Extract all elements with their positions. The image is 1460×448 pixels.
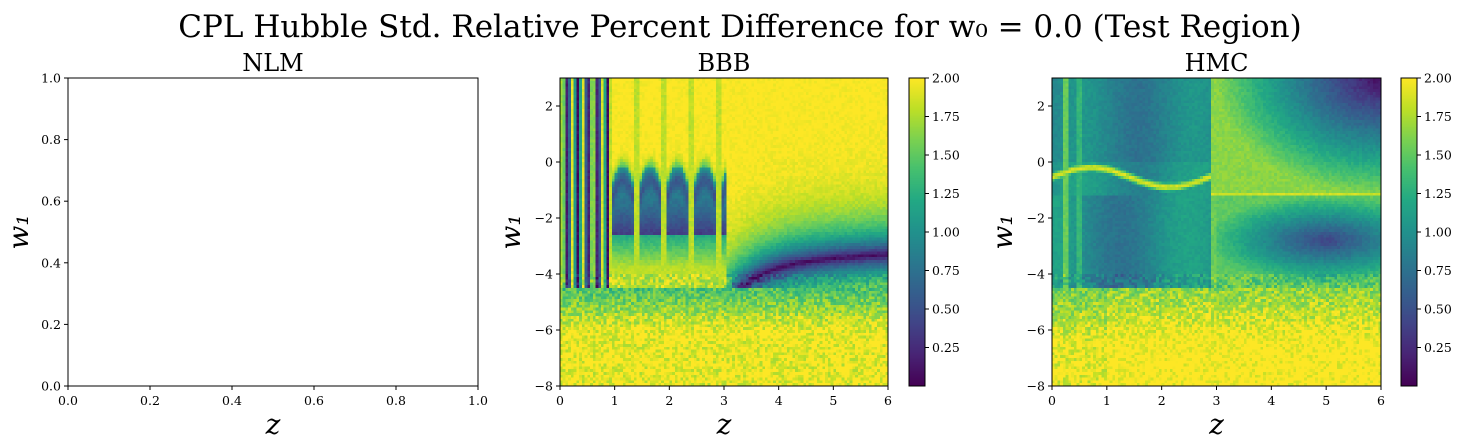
x-tick-label: 2 xyxy=(665,393,673,408)
y-tick-label: 2 xyxy=(545,99,553,114)
x-tick-label: 3 xyxy=(720,393,728,408)
x-tick-label: 1.0 xyxy=(468,393,488,408)
y-tick-label: −4 xyxy=(535,267,553,282)
y-tick-label: 2 xyxy=(1037,99,1045,114)
x-tick-label: 6 xyxy=(1377,393,1385,408)
y-tick-label: 0.0 xyxy=(41,379,61,394)
colorbar-tick-label: 0.75 xyxy=(932,263,960,278)
y-tick-label: −2 xyxy=(535,211,553,226)
figure-title: CPL Hubble Std. Relative Percent Differe… xyxy=(178,9,1301,45)
axes-frame xyxy=(67,77,479,387)
x-tick-label: 4 xyxy=(775,393,783,408)
colorbar-tick-label: 1.25 xyxy=(1424,186,1452,201)
x-axis-label: z xyxy=(265,408,281,441)
colorbar-tick-label: 1.75 xyxy=(1424,109,1452,124)
x-tick-label: 0.2 xyxy=(140,393,160,408)
colorbar-tick-label: 1.75 xyxy=(932,109,960,124)
x-tick-label: 6 xyxy=(884,393,892,408)
y-axis-label: w₁ xyxy=(2,214,35,249)
colorbar-tick-label: 2.00 xyxy=(932,71,960,86)
x-tick-label: 3 xyxy=(1213,393,1221,408)
colorbar-gradient xyxy=(909,78,925,386)
panel-bbb: 0 1 2 3 4 5 6 −8 −6 −4 −2 0 2 BBB z w₁ 0.25 0.50 0.75 1.00 1… xyxy=(494,49,960,441)
colorbar: 0.25 0.50 0.75 1.00 1.25 1.50 1.75 2.00 xyxy=(1400,71,1452,387)
y-tick-label: 0 xyxy=(1037,155,1045,170)
y-tick-label: −2 xyxy=(1027,211,1045,226)
x-tick-label: 1 xyxy=(1103,393,1111,408)
y-tick-label: −4 xyxy=(1027,267,1045,282)
panel-title: BBB xyxy=(698,49,751,77)
x-tick-label: 4 xyxy=(1267,393,1275,408)
colorbar-gradient xyxy=(1401,78,1417,386)
colorbar-tick-label: 1.50 xyxy=(1424,148,1452,163)
x-tick-label: 0 xyxy=(1048,393,1056,408)
x-tick-label: 0.8 xyxy=(386,393,406,408)
x-tick-label: 0.0 xyxy=(58,393,78,408)
y-tick-label: 0.8 xyxy=(41,132,61,147)
panel-nlm: 0.0 0.2 0.4 0.6 0.8 1.0 0.0 0.2 0.4 0.6 0.8 1.0 NLM z… xyxy=(2,49,488,441)
colorbar: 0.25 0.50 0.75 1.00 1.25 1.50 1.75 2.00 xyxy=(908,71,960,387)
x-axis-label: z xyxy=(1208,408,1224,441)
panels-layer: 0.0 0.2 0.4 0.6 0.8 1.0 0.0 0.2 0.4 0.6 0.8 1.0 NLM z… xyxy=(2,49,1452,441)
colorbar-tick-label: 1.00 xyxy=(932,225,960,240)
heatmap-hmc xyxy=(1052,78,1381,386)
x-tick-label: 5 xyxy=(829,393,837,408)
y-axis-label: w₁ xyxy=(494,214,527,249)
y-tick-label: −6 xyxy=(1027,323,1045,338)
panel-title: NLM xyxy=(242,49,304,77)
colorbar-tick-label: 0.50 xyxy=(1424,302,1452,317)
y-tick-label: 0 xyxy=(545,155,553,170)
colorbar-tick-label: 0.50 xyxy=(932,302,960,317)
colorbar-tick-label: 0.25 xyxy=(932,340,960,355)
colorbar-tick-label: 0.75 xyxy=(1424,263,1452,278)
colorbar-tick-label: 1.25 xyxy=(932,186,960,201)
y-tick-label: 0.6 xyxy=(41,194,61,209)
colorbar-tick-label: 1.00 xyxy=(1424,225,1452,240)
y-axis-label: w₁ xyxy=(986,214,1019,249)
colorbar-tick-label: 2.00 xyxy=(1424,71,1452,86)
heatmap-bbb xyxy=(560,78,888,386)
x-tick-label: 2 xyxy=(1158,393,1166,408)
y-tick-label: 0.2 xyxy=(41,317,61,332)
y-tick-label: −8 xyxy=(1027,379,1045,394)
y-tick-label: −8 xyxy=(535,379,553,394)
panel-hmc: 0 1 2 3 4 5 6 −8 −6 −4 −2 0 2 HMC z w₁ 0.25 0.50 0.75 1.00 1… xyxy=(986,49,1452,441)
x-tick-label: 0.6 xyxy=(304,393,324,408)
x-tick-label: 0 xyxy=(556,393,564,408)
y-tick-label: 0.4 xyxy=(41,255,61,270)
colorbar-tick-label: 0.25 xyxy=(1424,340,1452,355)
colorbar-tick-label: 1.50 xyxy=(932,148,960,163)
y-tick-label: 1.0 xyxy=(41,71,61,86)
x-tick-label: 5 xyxy=(1322,393,1330,408)
x-tick-label: 0.4 xyxy=(222,393,242,408)
x-axis-label: z xyxy=(716,408,732,441)
y-tick-label: −6 xyxy=(535,323,553,338)
panel-title: HMC xyxy=(1185,49,1249,77)
x-tick-label: 1 xyxy=(611,393,619,408)
